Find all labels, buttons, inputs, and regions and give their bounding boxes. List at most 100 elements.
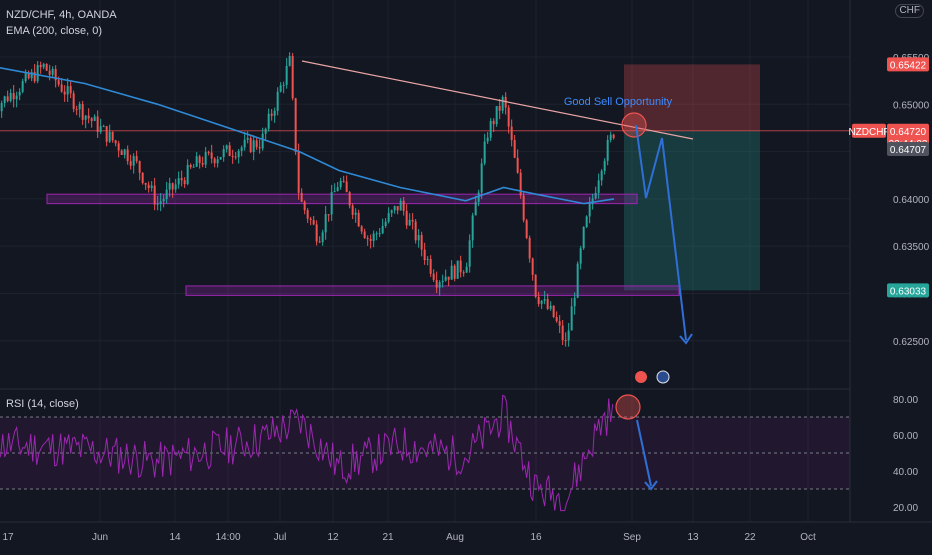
candle-body [207,152,210,154]
candle-body [288,55,291,66]
ema-200-line [0,67,615,205]
candle-body [150,185,153,189]
rsi-arrow-head [644,480,658,491]
time-tick-label: 22 [744,532,756,543]
ema-legend[interactable]: EMA (200, close, 0) [6,25,102,37]
candle-body [147,184,150,189]
candle-body [39,65,42,68]
time-tick-label: Aug [446,532,464,543]
candle-body [423,249,426,260]
candle-body [381,226,384,234]
candle-body [204,152,207,165]
candle-body [144,183,147,185]
candle-body [69,86,72,94]
candle-body [111,131,114,141]
candle-body [186,164,189,184]
candle-body [489,120,492,138]
candle-body [105,126,108,142]
candle-body [219,157,222,160]
candle-body [591,198,594,204]
time-tick-label: Oct [800,532,816,543]
candle-body [327,214,330,216]
candle-body [72,93,75,110]
candle-body [192,166,195,168]
candle-body [597,180,600,193]
candle-body [15,95,18,100]
candle-body [576,263,579,298]
candle-body [456,260,459,279]
candle-body [429,259,432,274]
candle-body [360,226,363,232]
candle-body [309,218,312,221]
candle-body [120,150,123,155]
trade-zones [0,64,850,291]
candle-body [141,172,144,184]
candle-body [216,159,219,164]
candle-body [51,68,54,75]
symbol-legend[interactable]: NZD/CHF, 4h, OANDA [6,9,117,21]
candle-body [435,279,438,288]
support-zone [46,193,638,205]
time-tick-label: Jun [92,532,108,543]
candle-body [225,145,228,150]
symbol-badge-text: NZDCHF [848,127,889,138]
time-tick-label: 21 [382,532,394,543]
candle-body [450,265,453,280]
candle-body [318,241,321,243]
candle-body [549,305,552,309]
candle-body [33,71,36,82]
candle-body [273,110,276,116]
time-tick-label: 14 [169,532,181,543]
resistance-trendline [301,60,694,140]
candle-body [126,149,129,162]
candle-body [384,221,387,227]
candle-body [99,126,102,132]
candle-body [372,233,375,241]
candle-body [27,73,30,79]
candle-body [123,149,126,155]
candle-body [21,81,24,92]
candles [0,52,615,347]
candle-body [570,306,573,331]
candle-body [189,164,192,168]
candle-body [183,180,186,184]
rsi-legend[interactable]: RSI (14, close) [6,398,79,410]
candle-body [129,161,132,166]
currency-badge[interactable]: CHF [895,4,924,18]
candle-body [135,156,138,162]
symbol-badge [852,123,886,138]
candle-body [117,143,120,151]
candle-body [333,191,336,193]
candle-body [477,192,480,202]
candle-body [285,65,288,85]
candle-body [525,220,528,238]
candle-body [255,140,258,148]
price-axis: 0.655000.650000.645000.640000.635000.630… [848,53,929,514]
candle-body [432,273,435,280]
candle-body [348,192,351,206]
candle-body [228,145,231,156]
candle-body [300,192,303,202]
candle-body [315,224,318,242]
candle-body [588,203,591,217]
candle-body [474,201,477,216]
time-tick-label: 17 [2,532,14,543]
rsi-arrow [636,419,652,487]
projection-arrow [635,124,687,341]
candle-body [363,231,366,239]
candle-body [279,85,282,92]
candle-body [396,206,399,211]
candle-body [351,205,354,215]
candle-body [267,113,270,129]
candle-body [354,212,357,215]
candle-body [465,266,468,273]
time-tick-label: 14:00 [215,532,240,543]
candle-body [444,276,447,281]
candle-body [612,134,615,139]
candle-body [357,212,360,227]
price-tick-label: 0.63500 [893,242,930,253]
candle-body [399,200,402,211]
candle-body [573,297,576,307]
